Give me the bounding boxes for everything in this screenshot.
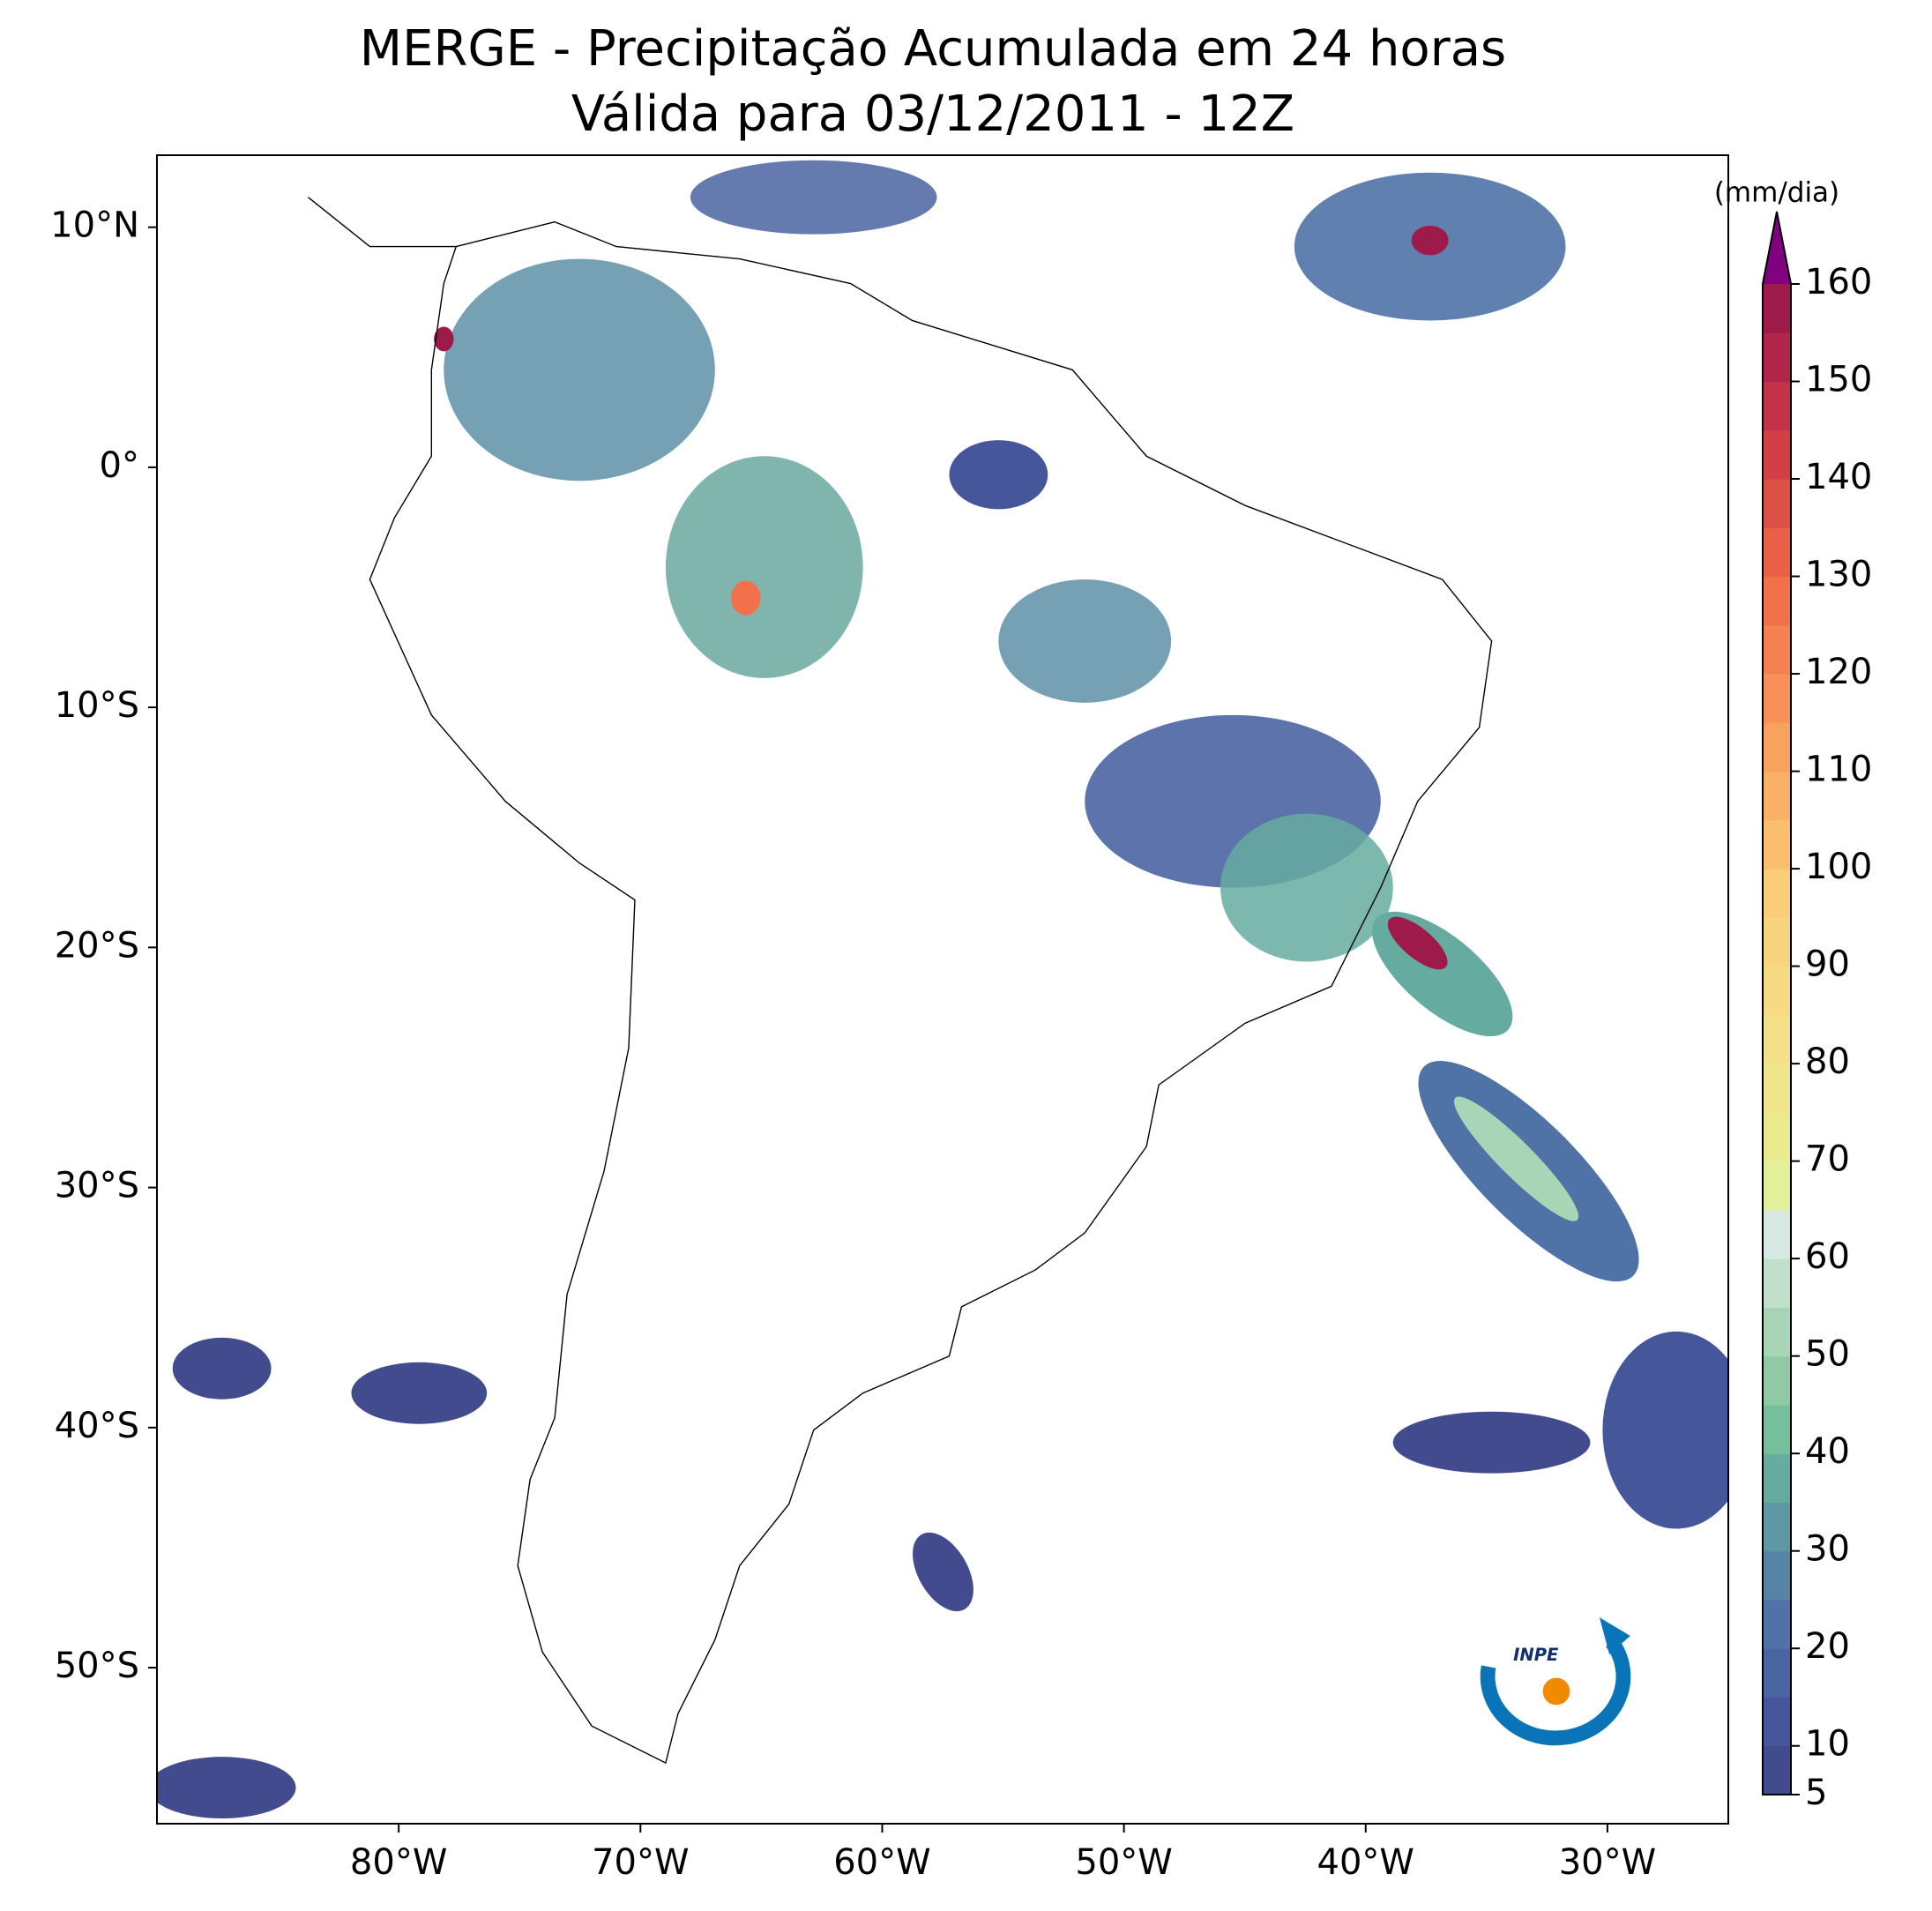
colorbar-tick-label: 40 bbox=[1805, 1431, 1850, 1472]
colorbar-tick-label: 50 bbox=[1805, 1334, 1850, 1375]
colorbar-band bbox=[1763, 1064, 1791, 1113]
x-tick-label: 70°W bbox=[592, 1842, 689, 1883]
colorbar-tick-label: 90 bbox=[1805, 944, 1850, 985]
colorbar-band bbox=[1763, 1161, 1791, 1211]
colorbar-tick-label: 10 bbox=[1805, 1724, 1850, 1765]
colorbar-outline bbox=[1762, 211, 1792, 1795]
colorbar-band bbox=[1763, 1258, 1791, 1308]
colorbar-unit: (mm/dia) bbox=[1714, 177, 1839, 209]
colorbar-band bbox=[1763, 1112, 1791, 1162]
colorbar-band bbox=[1763, 1648, 1791, 1698]
colorbar-tick-label: 130 bbox=[1805, 555, 1872, 595]
colorbar-band bbox=[1763, 674, 1791, 723]
colorbar-band bbox=[1763, 1404, 1791, 1454]
colorbar-tick-label: 5 bbox=[1805, 1773, 1827, 1813]
colorbar-tick-label: 150 bbox=[1805, 360, 1872, 400]
colorbar-band bbox=[1763, 819, 1791, 870]
colorbar-band bbox=[1763, 1453, 1791, 1503]
colorbar-tick-label: 120 bbox=[1805, 652, 1872, 692]
colorbar-band bbox=[1763, 624, 1791, 675]
y-tick-label: 10°S bbox=[55, 685, 139, 726]
colorbar-band bbox=[1763, 1745, 1791, 1795]
colorbar-band bbox=[1763, 1550, 1791, 1601]
x-tick-label: 40°W bbox=[1317, 1842, 1414, 1883]
colorbar-tick-label: 80 bbox=[1805, 1041, 1850, 1082]
coastline bbox=[308, 197, 1493, 1765]
colorbar-tick-label: 60 bbox=[1805, 1236, 1850, 1277]
colorbar-band bbox=[1763, 1599, 1791, 1649]
colorbar-band bbox=[1763, 869, 1791, 918]
colorbar-band bbox=[1763, 284, 1791, 333]
colorbar-extend bbox=[1763, 212, 1791, 284]
x-tick-label: 30°W bbox=[1559, 1842, 1656, 1883]
map-frame bbox=[156, 154, 1729, 1825]
colorbar-band bbox=[1763, 332, 1791, 383]
colorbar-band bbox=[1763, 1502, 1791, 1552]
colorbar-band bbox=[1763, 917, 1791, 967]
y-tick-label: 30°S bbox=[55, 1166, 139, 1206]
precip-fields bbox=[157, 160, 1728, 1819]
y-tick-label: 20°S bbox=[55, 925, 139, 966]
y-tick-label: 10°N bbox=[50, 205, 139, 246]
colorbar-band bbox=[1763, 1209, 1791, 1259]
x-tick-label: 50°W bbox=[1075, 1842, 1172, 1883]
colorbar-band bbox=[1763, 1014, 1791, 1064]
colorbar-tick-label: 110 bbox=[1805, 750, 1872, 790]
colorbar-tick-label: 160 bbox=[1805, 262, 1872, 302]
colorbar-tick-label: 30 bbox=[1805, 1529, 1850, 1570]
x-tick-label: 60°W bbox=[833, 1842, 930, 1883]
y-tick-label: 40°S bbox=[55, 1406, 139, 1446]
y-tick-label: 50°S bbox=[55, 1646, 139, 1686]
colorbar-band bbox=[1763, 1355, 1791, 1406]
colorbar: 5 10 20 30 40 50 60 70 80 90 100 110 120 130 140 150 160… bbox=[1714, 177, 1873, 1814]
colorbar-band bbox=[1763, 381, 1791, 431]
colorbar-band bbox=[1763, 1307, 1791, 1357]
colorbar-band bbox=[1763, 966, 1791, 1016]
colorbar-tick-label: 20 bbox=[1805, 1626, 1850, 1667]
colorbar-band bbox=[1763, 771, 1791, 821]
colorbar-band bbox=[1763, 1697, 1791, 1747]
colorbar-band bbox=[1763, 576, 1791, 626]
colorbar-band bbox=[1763, 429, 1791, 480]
logo-text: INPE bbox=[1513, 1645, 1559, 1665]
map-area: INPE bbox=[157, 160, 1728, 1819]
y-tick-label: 0° bbox=[100, 445, 139, 486]
colorbar-band bbox=[1763, 479, 1791, 528]
subtitle: Válida para 03/12/2011 - 12Z bbox=[571, 86, 1294, 143]
colorbar-tick-label: 70 bbox=[1805, 1139, 1850, 1180]
colorbar-band bbox=[1763, 722, 1791, 773]
title: MERGE - Precipitação Acumulada em 24 hor… bbox=[360, 20, 1506, 78]
inpe-logo: INPE bbox=[1480, 1617, 1631, 1746]
colorbar-band bbox=[1763, 527, 1791, 578]
colorbar-tick-label: 140 bbox=[1805, 457, 1872, 497]
x-tick-label: 80°W bbox=[350, 1842, 447, 1883]
colorbar-tick-label: 100 bbox=[1805, 847, 1872, 887]
